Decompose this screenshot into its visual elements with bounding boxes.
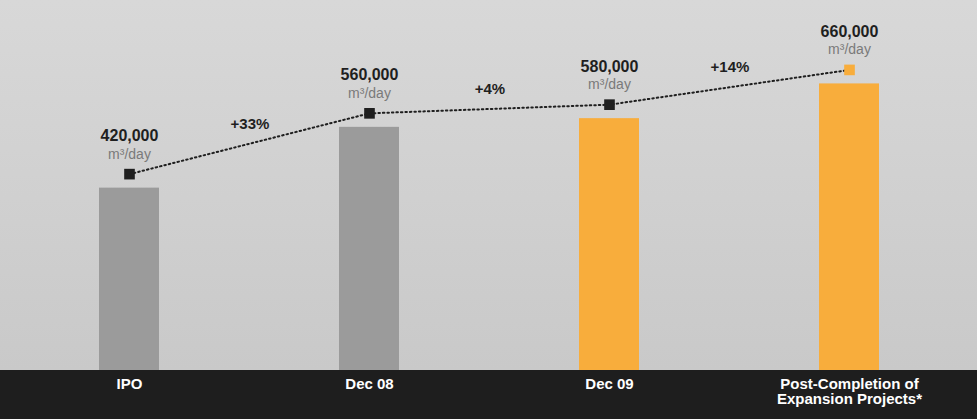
svg-text:m³/day: m³/day	[588, 76, 631, 92]
svg-text:580,000: 580,000	[581, 58, 639, 75]
svg-text:420,000: 420,000	[101, 127, 159, 144]
svg-text:560,000: 560,000	[341, 66, 399, 83]
svg-text:m³/day: m³/day	[108, 146, 151, 162]
svg-text:+33%: +33%	[231, 115, 270, 132]
svg-text:Post-Completion ofExpansion Pr: Post-Completion ofExpansion Projects*	[777, 375, 922, 407]
svg-text:IPO: IPO	[117, 375, 143, 392]
svg-text:660,000: 660,000	[821, 23, 879, 40]
svg-text:+4%: +4%	[475, 80, 505, 97]
svg-text:+14%: +14%	[711, 58, 750, 75]
svg-text:m³/day: m³/day	[348, 85, 391, 101]
svg-text:m³/day: m³/day	[828, 41, 871, 57]
svg-text:Dec 08: Dec 08	[345, 375, 393, 392]
svg-text:Dec 09: Dec 09	[585, 375, 633, 392]
